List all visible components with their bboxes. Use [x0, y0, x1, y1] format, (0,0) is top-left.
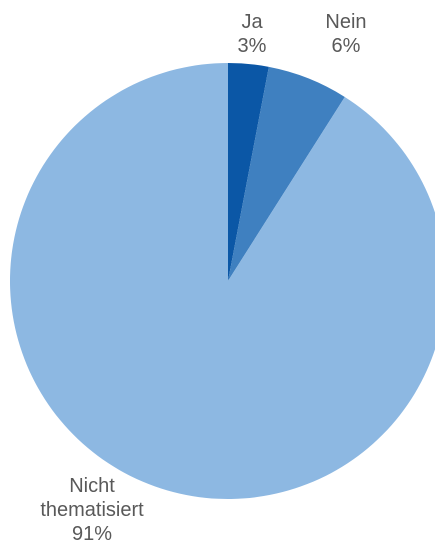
pie-label-percent: 3% — [238, 35, 267, 57]
pie-label-category: Nein — [325, 11, 366, 33]
pie-slices — [9, 63, 435, 499]
pie-label-percent: 6% — [332, 35, 361, 57]
pie-slice-nicht-thematisiert — [9, 63, 435, 499]
pie-slice-ja — [228, 63, 269, 281]
pie-label-nein: Nein 6% — [325, 11, 366, 57]
pie-slice-nein — [228, 66, 345, 281]
pie-label-category: thematisiert — [40, 499, 144, 521]
pie-label-nicht-thematisiert: Nicht thematisiert 91% — [40, 475, 144, 545]
pie-labels: Ja 3% Nein 6% Nicht thematisiert 91% — [40, 11, 366, 545]
pie-label-ja: Ja 3% — [238, 11, 267, 57]
pie-label-category: Nicht — [69, 475, 115, 497]
pie-label-percent: 91% — [72, 523, 112, 545]
pie-label-category: Ja — [241, 11, 263, 33]
